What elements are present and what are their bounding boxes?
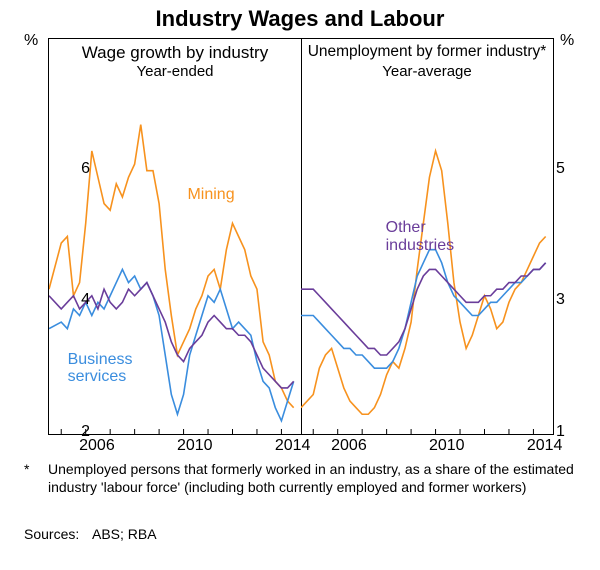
xtick-2014: 2014: [275, 437, 311, 455]
xtick-2010: 2010: [429, 437, 465, 455]
xtick-2014: 2014: [527, 437, 563, 455]
series-label-mining: Mining: [187, 186, 234, 204]
ytick-left-4: 4: [52, 291, 90, 309]
footnote-marker: *: [24, 460, 29, 478]
chart-container: Industry Wages and Labour % % Wage growt…: [0, 0, 600, 570]
ytick-right-3: 3: [556, 291, 565, 309]
series-line-business: [301, 250, 546, 368]
sources-text: ABS; RBA: [92, 526, 157, 542]
series-label-business: Business services: [68, 351, 153, 386]
pct-right: %: [560, 32, 574, 50]
series-label-other: Other industries: [386, 219, 471, 254]
ytick-left-6: 6: [52, 160, 90, 178]
xtick-2006: 2006: [79, 437, 115, 455]
sources-label: Sources:: [24, 526, 79, 542]
xtick-2006: 2006: [331, 437, 367, 455]
ytick-right-5: 5: [556, 160, 565, 178]
pct-left: %: [24, 32, 38, 50]
xtick-2010: 2010: [177, 437, 213, 455]
footnote-text: Unemployed persons that formerly worked …: [48, 460, 578, 496]
chart-title: Industry Wages and Labour: [0, 0, 600, 32]
